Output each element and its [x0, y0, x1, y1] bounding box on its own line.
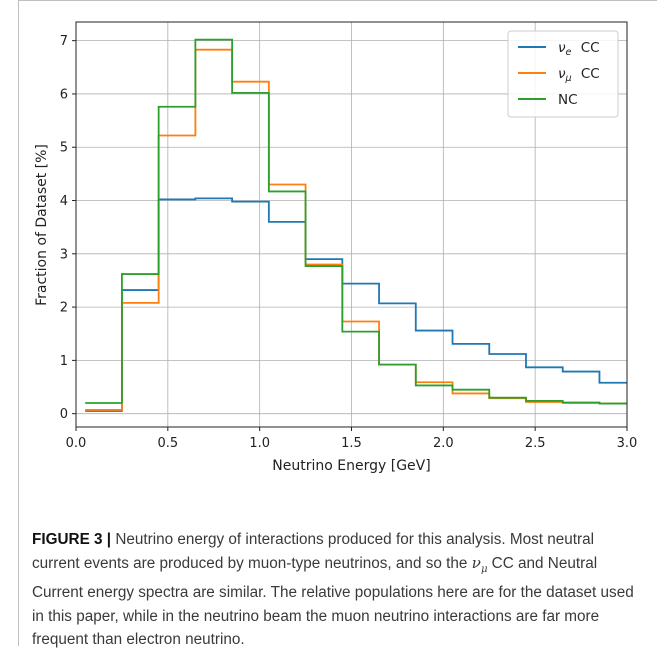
x-tick-label: 1.5: [341, 436, 362, 451]
legend-label-1: νμ CC: [558, 66, 600, 84]
caption-symbol: νμ: [471, 553, 488, 575]
y-axis-label: Fraction of Dataset [%]: [34, 144, 50, 306]
y-tick-label: 4: [60, 194, 68, 209]
y-tick-label: 2: [60, 301, 68, 316]
caption-text-1: Neutrino energy of interactions produced…: [32, 531, 595, 572]
series-line-0: [85, 197, 627, 412]
x-axis-label: Neutrino Energy [GeV]: [272, 458, 430, 474]
y-tick-label: 1: [60, 354, 68, 369]
legend-box: [507, 30, 619, 118]
caption-symbol-base: ν: [471, 553, 481, 572]
x-tick-label: 1.0: [249, 436, 270, 451]
series-line-1: [85, 48, 627, 411]
series-line-2: [85, 38, 627, 405]
frame-top-border: [18, 0, 657, 1]
legend-label-2: NC: [558, 92, 578, 108]
y-tick-label: 5: [60, 141, 68, 156]
figure-caption: FIGURE 3 | Neutrino energy of interactio…: [32, 528, 642, 652]
legend: νe CC νμ CC NC: [507, 30, 619, 118]
y-tick-label: 0: [60, 407, 68, 422]
x-tick-label: 3.0: [617, 436, 638, 451]
x-tick-label: 2.5: [525, 436, 546, 451]
x-tick-label: 2.0: [433, 436, 454, 451]
x-tick-label: 0.5: [157, 436, 178, 451]
y-tick-label: 3: [60, 247, 68, 262]
caption-text-2: CC and Neutral Current energy spectra ar…: [32, 554, 634, 649]
legend-label-0: νe CC: [558, 40, 600, 58]
y-tick-label: 6: [60, 87, 68, 102]
ticks: 0.0 0.5 1.0 1.5 2.0 2.5 3.0 0 1 2 3 4 5 6 7: [60, 34, 638, 451]
x-tick-label: 0.0: [66, 436, 87, 451]
y-tick-label: 7: [60, 34, 68, 49]
caption-symbol-sub: μ: [480, 563, 488, 575]
grid: [75, 22, 628, 427]
chart: 0.0 0.5 1.0 1.5 2.0 2.5 3.0 0 1 2 3 4 5 6 7 Neutrino E…: [34, 21, 638, 474]
caption-label: FIGURE 3 |: [32, 531, 112, 548]
frame-left-border: [18, 0, 19, 646]
series-layer: [85, 38, 627, 412]
